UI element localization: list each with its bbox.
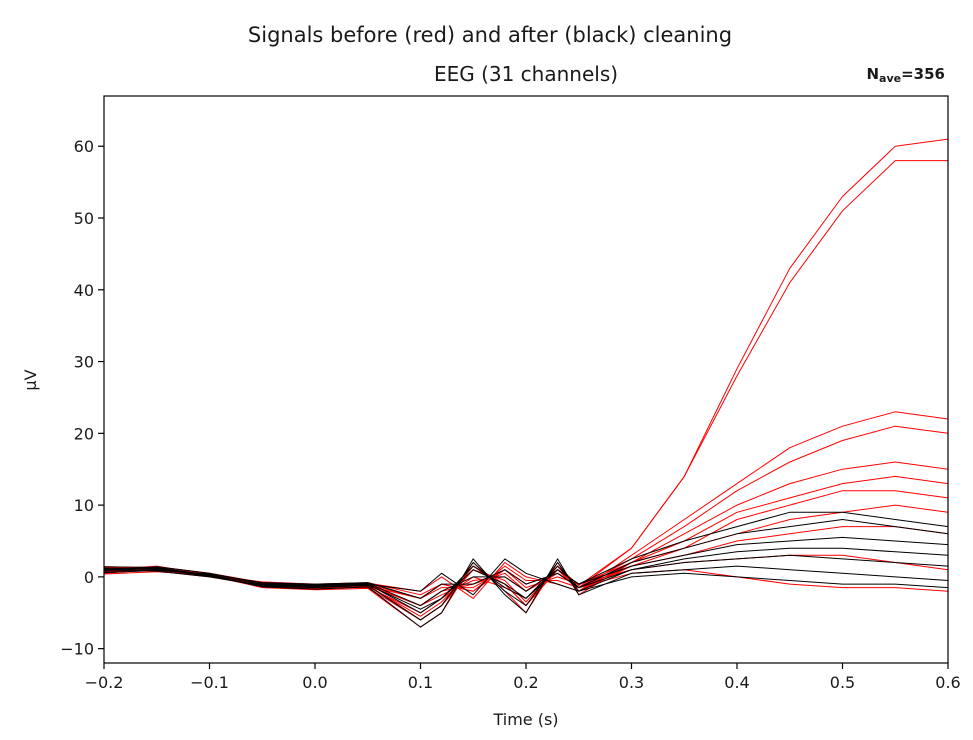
series-line-after-13	[104, 547, 948, 621]
y-tick-label: −10	[60, 640, 94, 659]
y-tick-label: 30	[74, 353, 94, 372]
series-line-before-10	[104, 565, 948, 596]
y-tick-label: 0	[84, 568, 94, 587]
series-line-before-4	[104, 461, 948, 628]
y-tick-label: 40	[74, 281, 94, 300]
nave-label: Nave=356	[866, 65, 945, 85]
x-tick-label: 0.6	[935, 673, 960, 692]
series-line-after-11	[104, 519, 948, 614]
x-tick-label: 0.3	[619, 673, 644, 692]
y-axis: −10 0 10 20 30 40 50 60	[60, 137, 104, 659]
y-tick-label: 20	[74, 424, 94, 443]
x-axis: −0.2 −0.1 0.0 0.1 0.2 0.3 0.4 0.5 0.6	[85, 663, 961, 692]
x-tick-label: 0.5	[830, 673, 855, 692]
x-tick-label: 0.2	[513, 673, 538, 692]
x-tick-label: 0.4	[724, 673, 749, 692]
y-tick-label: 60	[74, 137, 94, 156]
nave-value: =356	[901, 65, 945, 83]
x-axis-label: Time (s)	[492, 710, 558, 729]
series-line-after-15	[104, 558, 948, 628]
x-tick-label: −0.1	[190, 673, 229, 692]
x-tick-label: 0.0	[302, 673, 327, 692]
series-line-after-16	[104, 558, 948, 596]
x-tick-label: 0.1	[408, 673, 433, 692]
series-line-after-17	[104, 511, 948, 610]
nave-base: N	[866, 65, 879, 83]
chart-title: EEG (31 channels)	[434, 62, 618, 86]
chart-suptitle: Signals before (red) and after (black) c…	[248, 23, 732, 47]
y-tick-label: 10	[74, 496, 94, 515]
x-tick-label: −0.2	[85, 673, 124, 692]
y-axis-label: µV	[21, 369, 40, 390]
series-line-after-12	[104, 536, 948, 607]
series-line-after-14	[104, 554, 948, 599]
nave-subscript: ave	[879, 72, 901, 85]
y-tick-label: 50	[74, 209, 94, 228]
series-lines	[104, 138, 948, 628]
